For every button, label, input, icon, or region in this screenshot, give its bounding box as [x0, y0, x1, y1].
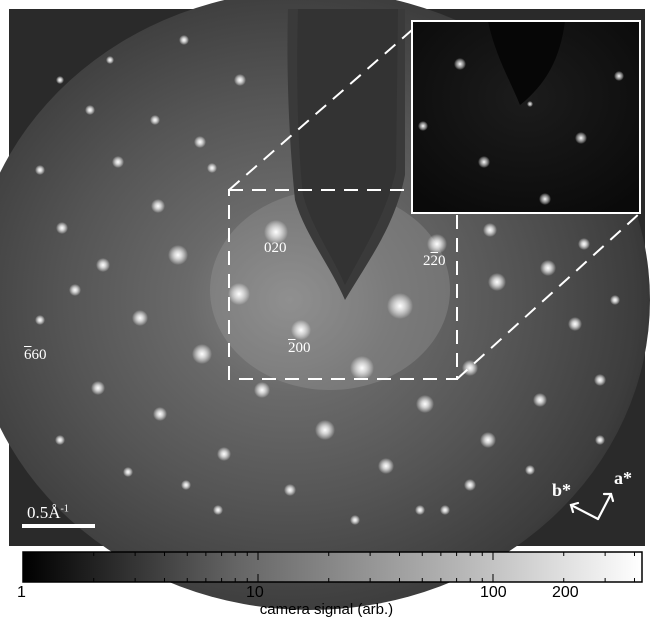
diffraction-spot	[35, 165, 45, 175]
diffraction-spot	[568, 317, 582, 331]
diffraction-spot	[350, 356, 374, 380]
inset-frame	[411, 20, 641, 214]
inset-spot	[418, 121, 428, 131]
inset-spot	[575, 132, 587, 144]
b-star-arrow	[569, 503, 600, 521]
reciprocal-axes	[569, 492, 615, 521]
scale-bar-label: 0.5Å-1	[27, 503, 69, 522]
diffraction-spot	[194, 136, 206, 148]
beam-block-core	[297, 9, 398, 285]
colorbar-tick-100: 100	[480, 584, 507, 601]
diffraction-spot	[123, 467, 133, 477]
reflection-label-2bar-00: 200	[288, 340, 311, 356]
diffraction-spot	[284, 484, 296, 496]
diffraction-spot	[387, 293, 413, 319]
a-star-arrow	[596, 492, 613, 521]
diffraction-spot	[254, 382, 270, 398]
reflection-label-020: 020	[264, 240, 287, 256]
diffraction-spot	[595, 435, 605, 445]
diffraction-spot	[315, 420, 335, 440]
diffraction-spot	[291, 320, 311, 340]
diffraction-spot	[96, 258, 110, 272]
diffraction-spot	[415, 505, 425, 515]
inset-beam-block	[488, 21, 565, 105]
colorbar-tick-1: 1	[17, 584, 26, 601]
diffraction-spot	[91, 381, 105, 395]
diffraction-spot	[488, 273, 506, 291]
selection-box	[228, 189, 458, 380]
diffraction-spot	[213, 505, 223, 515]
inset-spots	[418, 58, 624, 205]
inset-spot	[527, 101, 533, 107]
diffraction-spot	[179, 35, 189, 45]
b-star-arrowhead	[569, 501, 580, 514]
diffraction-spot	[207, 163, 217, 173]
diffraction-spot	[228, 283, 250, 305]
colorbar-label: camera signal (arb.)	[259, 601, 394, 618]
diffraction-spot	[464, 479, 476, 491]
diffraction-spot	[610, 295, 620, 305]
diffraction-spot	[217, 447, 231, 461]
inset-spot	[478, 156, 490, 168]
diffraction-spot	[594, 374, 606, 386]
diffraction-spot	[55, 435, 65, 445]
colorbar	[22, 551, 643, 583]
diffraction-spot	[150, 115, 160, 125]
diffraction-spot	[533, 393, 547, 407]
reflection-label-6bar-60: 660	[24, 347, 47, 363]
diffraction-spot	[264, 220, 288, 244]
diffraction-spots	[35, 35, 620, 525]
inset-spot	[614, 71, 624, 81]
diffraction-spot	[69, 284, 81, 296]
diffraction-spot	[192, 344, 212, 364]
diffraction-spot	[350, 515, 360, 525]
zoom-line-bottom	[456, 212, 641, 380]
reflection-label-2-2bar-0: 220	[423, 253, 446, 269]
diffraction-spot	[480, 432, 496, 448]
diffraction-spot	[56, 76, 64, 84]
diffraction-spot	[540, 260, 556, 276]
diffraction-spot	[35, 315, 45, 325]
colorbar-ticks	[22, 552, 635, 582]
colorbar-tick-10: 10	[246, 584, 264, 601]
diffraction-spot	[378, 458, 394, 474]
inset-spot	[454, 58, 466, 70]
diffraction-spot	[525, 465, 535, 475]
diffraction-spot	[416, 395, 434, 413]
scale-bar	[22, 524, 95, 528]
inset-spot	[539, 193, 551, 205]
diffraction-spot	[112, 156, 124, 168]
diffraction-spot	[440, 505, 450, 515]
diffraction-spot	[56, 222, 68, 234]
diffraction-spot	[483, 223, 497, 237]
diffraction-spot	[578, 238, 590, 250]
diffraction-spot	[427, 234, 447, 254]
diffraction-spot	[234, 74, 246, 86]
zoom-line-top	[228, 29, 413, 191]
diffraction-spot	[151, 199, 165, 213]
a-star-arrowhead	[602, 492, 615, 503]
b-star-label: b*	[552, 480, 572, 500]
colorbar-tick-200: 200	[552, 584, 579, 601]
diffraction-spot	[153, 407, 167, 421]
a-star-label: a*	[614, 468, 632, 488]
diffraction-spot	[181, 480, 191, 490]
diffraction-spot	[85, 105, 95, 115]
diffraction-spot	[106, 56, 114, 64]
diffraction-spot	[168, 245, 188, 265]
diffraction-spot	[132, 310, 148, 326]
